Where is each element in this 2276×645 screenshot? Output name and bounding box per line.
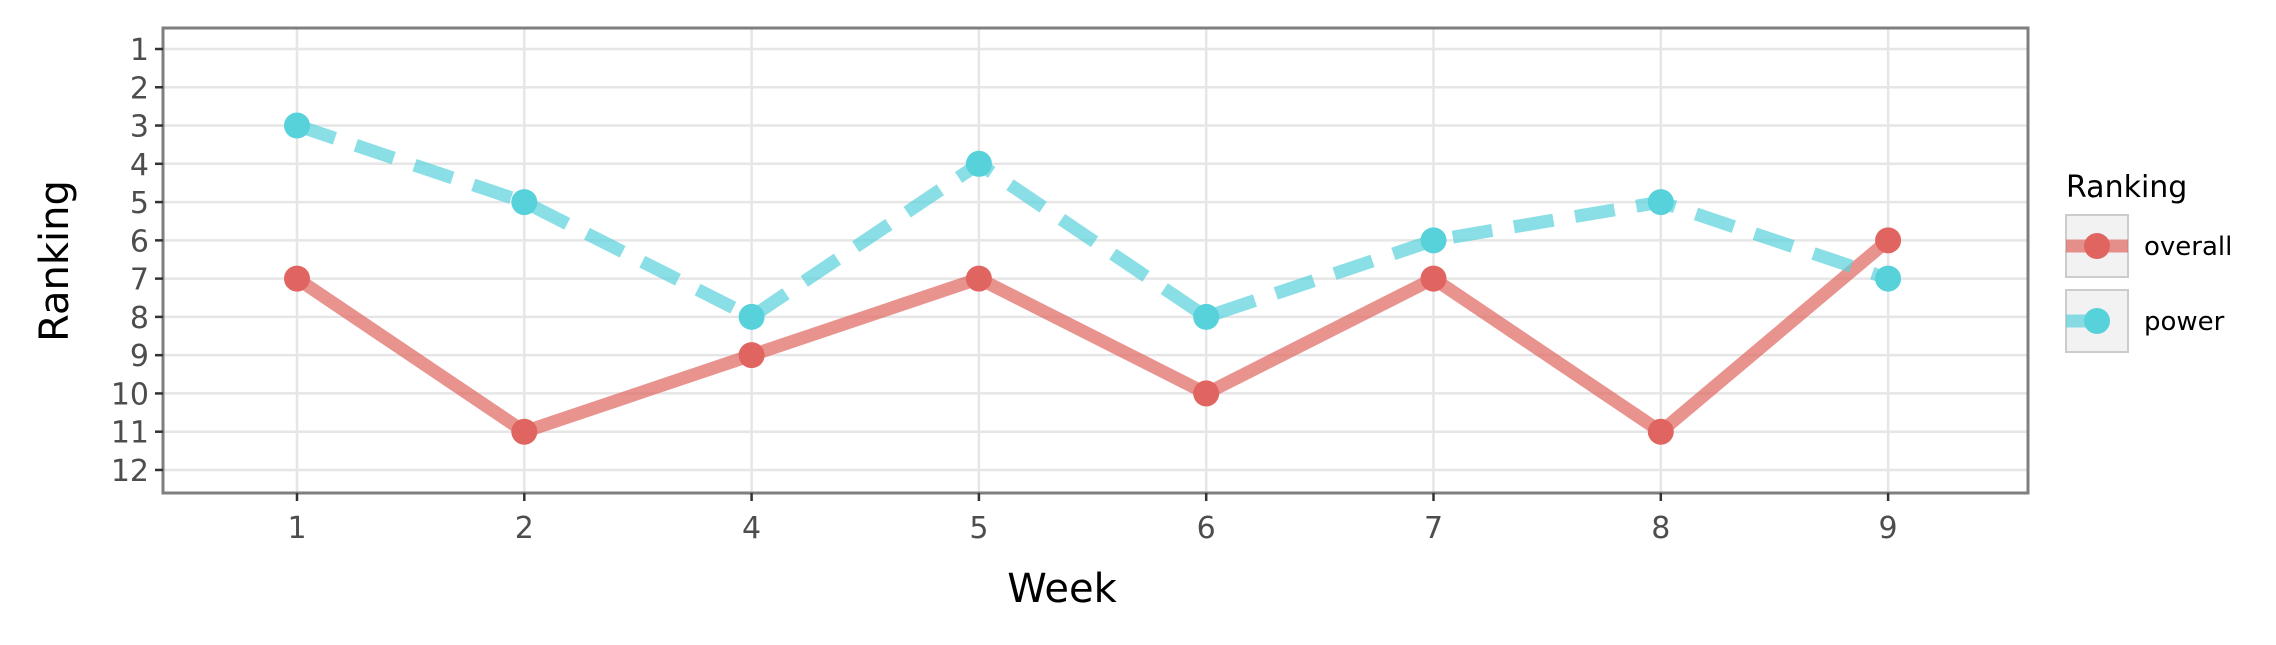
- power-data-point: [284, 112, 310, 139]
- y-tick-label: 4: [130, 148, 149, 183]
- legend: Ranking overall power: [2065, 170, 2232, 353]
- x-tick-label: 4: [742, 511, 761, 546]
- power-legend-key-point: [2084, 308, 2110, 334]
- plot-border: [161, 26, 2030, 495]
- overall-data-point: [965, 265, 992, 292]
- y-tick-label: 8: [130, 301, 149, 336]
- overall-legend-label: overall: [2144, 232, 2232, 262]
- overall-data-point: [738, 342, 765, 369]
- y-tick-label: 6: [130, 224, 149, 259]
- overall-legend-key-point: [2084, 233, 2110, 259]
- overall-data-point: [1647, 418, 1674, 445]
- power-data-point: [965, 150, 992, 177]
- y-tick-label: 2: [130, 71, 149, 106]
- y-tick-label: 11: [111, 416, 149, 451]
- grid: [163, 28, 2028, 493]
- overall-data-point: [1875, 227, 1902, 254]
- y-tick-label: 3: [130, 110, 149, 145]
- y-tick-label: 5: [130, 186, 149, 221]
- power-data-point: [1193, 303, 1220, 330]
- y-axis-title: Ranking: [32, 180, 78, 342]
- overall-data-point: [511, 418, 538, 445]
- x-tick-label: 9: [1879, 511, 1898, 546]
- x-tick-label: 5: [969, 511, 988, 546]
- power-legend-label: power: [2144, 307, 2225, 337]
- power-data-point: [1875, 265, 1902, 292]
- y-tick-label: 1: [130, 33, 149, 68]
- y-tick-label: 10: [111, 377, 149, 412]
- x-tick-label: 8: [1651, 511, 1670, 546]
- legend-title: Ranking: [2066, 170, 2187, 205]
- x-tick-label: 6: [1197, 511, 1216, 546]
- x-tick-label: 7: [1424, 511, 1443, 546]
- y-tick-label: 9: [130, 339, 149, 374]
- overall-data-point: [1420, 265, 1447, 292]
- overall-data-point: [1193, 380, 1220, 407]
- y-tick-label: 12: [111, 454, 149, 489]
- plot-panel: [163, 28, 2028, 493]
- power-data-point: [738, 303, 765, 330]
- x-axis-title: Week: [1007, 566, 1117, 612]
- overall-series-line: [293, 235, 1893, 439]
- power-data-point: [1420, 227, 1447, 254]
- power-series-line: [294, 119, 1891, 324]
- overall-data-point: [284, 265, 310, 292]
- series-layer: [284, 112, 1902, 445]
- power-data-point: [511, 189, 538, 216]
- x-tick-label: 2: [515, 511, 534, 546]
- power-data-point: [1647, 189, 1674, 216]
- x-tick-label: 1: [287, 511, 306, 546]
- y-tick-label: 7: [130, 263, 149, 298]
